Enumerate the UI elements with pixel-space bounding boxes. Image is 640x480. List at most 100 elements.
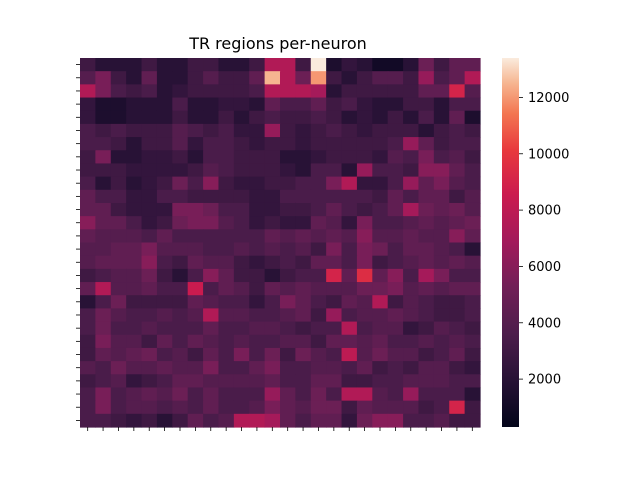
heatmap-cell <box>418 84 435 99</box>
heatmap-cell <box>110 282 127 296</box>
heatmap-cell <box>341 400 358 415</box>
heatmap-cell <box>295 216 312 230</box>
heatmap-cell <box>233 176 250 191</box>
heatmap-cell <box>187 150 204 165</box>
heatmap-cell <box>110 308 127 323</box>
heatmap-cell <box>187 97 204 112</box>
heatmap-cell <box>403 400 420 415</box>
heatmap-cell <box>418 321 435 336</box>
heatmap-cell <box>464 84 481 99</box>
heatmap-cell <box>187 374 204 389</box>
heatmap-cell <box>187 255 204 270</box>
heatmap-cell <box>310 84 327 99</box>
heatmap-cell <box>418 361 435 375</box>
heatmap-cell <box>126 242 143 257</box>
heatmap-cell <box>264 58 281 72</box>
heatmap-cell <box>141 58 158 72</box>
heatmap-cell <box>326 400 343 415</box>
heatmap-cell <box>203 229 220 244</box>
heatmap-cell <box>203 374 220 389</box>
heatmap-cell <box>141 202 158 217</box>
heatmap-cell <box>326 123 343 138</box>
heatmap-cell <box>387 84 404 99</box>
heatmap-cell <box>95 282 112 296</box>
heatmap-cell <box>356 334 373 349</box>
heatmap-cell <box>80 361 96 375</box>
heatmap-cell <box>449 268 466 283</box>
heatmap-cell <box>310 58 327 72</box>
heatmap-cell <box>126 295 143 309</box>
heatmap-cell <box>341 202 358 217</box>
heatmap-cell <box>203 321 220 336</box>
heatmap-cell <box>141 268 158 283</box>
heatmap-cell <box>233 84 250 99</box>
heatmap-cell <box>80 387 96 402</box>
heatmap-cell <box>280 268 296 283</box>
heatmap-cell <box>372 295 389 309</box>
heatmap-cell <box>95 202 112 217</box>
heatmap-cell <box>387 123 404 138</box>
heatmap-cell <box>172 189 189 204</box>
heatmap-cell <box>203 150 220 165</box>
heatmap-cell <box>310 229 327 244</box>
heatmap-cell <box>264 387 281 402</box>
heatmap-cell <box>310 295 327 309</box>
heatmap-cell <box>372 97 389 112</box>
heatmap-cell <box>80 268 96 283</box>
heatmap-cell <box>387 295 404 309</box>
heatmap-cell <box>141 295 158 309</box>
heatmap-cell <box>264 110 281 125</box>
heatmap-cell <box>187 400 204 415</box>
heatmap-cell <box>80 71 96 85</box>
heatmap-cell <box>156 242 173 257</box>
heatmap-cell <box>356 268 373 283</box>
heatmap-cell <box>110 400 127 415</box>
heatmap-cell <box>80 189 96 204</box>
heatmap-cell <box>141 110 158 125</box>
heatmap-cell <box>418 202 435 217</box>
heatmap-cell <box>126 202 143 217</box>
heatmap-cell <box>218 110 235 125</box>
heatmap-cell <box>341 295 358 309</box>
heatmap-cell <box>280 110 296 125</box>
heatmap-cell <box>95 216 112 230</box>
heatmap-cell <box>295 84 312 99</box>
heatmap-cell <box>341 361 358 375</box>
heatmap-cell <box>218 295 235 309</box>
heatmap-cell <box>156 321 173 336</box>
heatmap-cell <box>433 216 450 230</box>
heatmap-cell <box>141 71 158 85</box>
heatmap-cell <box>326 202 343 217</box>
heatmap-cell <box>387 361 404 375</box>
heatmap-cell <box>172 242 189 257</box>
heatmap-cell <box>341 242 358 257</box>
heatmap-cell <box>449 202 466 217</box>
heatmap-cell <box>433 347 450 362</box>
heatmap-cell <box>295 137 312 151</box>
heatmap-cell <box>141 400 158 415</box>
heatmap-cell <box>310 202 327 217</box>
heatmap-cell <box>464 321 481 336</box>
heatmap-cell <box>141 308 158 323</box>
heatmap-cell <box>341 374 358 389</box>
heatmap-cell <box>449 387 466 402</box>
heatmap-cell <box>433 400 450 415</box>
heatmap-cell <box>110 216 127 230</box>
heatmap-cell <box>449 84 466 99</box>
heatmap-cell <box>156 268 173 283</box>
heatmap-cell <box>310 110 327 125</box>
heatmap-cell <box>326 282 343 296</box>
heatmap-cell <box>449 163 466 178</box>
heatmap-cell <box>172 110 189 125</box>
heatmap-cell <box>326 229 343 244</box>
heatmap-cell <box>403 374 420 389</box>
heatmap-cell <box>172 123 189 138</box>
heatmap-cell <box>341 71 358 85</box>
heatmap-cell <box>172 229 189 244</box>
heatmap-cell <box>341 123 358 138</box>
heatmap-cell <box>203 334 220 349</box>
heatmap-cell <box>403 361 420 375</box>
heatmap-cell <box>310 321 327 336</box>
heatmap-cell <box>110 374 127 389</box>
heatmap-cell <box>295 268 312 283</box>
